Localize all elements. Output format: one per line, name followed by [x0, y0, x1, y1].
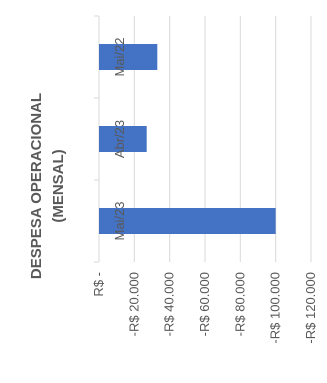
value-tick-label: -R$ 80.000 [232, 272, 247, 336]
value-axis-ticks: R$ - -R$ 20.000 -R$ 40.000 -R$ 60.000 -R$ 80… [91, 272, 318, 344]
chart-title-line-2: (MENSAL) [50, 149, 67, 222]
bar-mai-23 [99, 208, 276, 234]
bar-abr-23 [99, 126, 147, 152]
category-labels: Mai/23 Abr/23 Mai/22 [112, 37, 127, 240]
category-label: Mai/22 [112, 37, 127, 76]
value-tick-label: -R$ 40.000 [162, 272, 177, 336]
value-tick-label: -R$ 20.000 [126, 272, 141, 336]
value-tick-label: -R$ 120.000 [303, 272, 318, 344]
category-label: Mai/23 [112, 201, 127, 240]
category-label: Abr/23 [112, 120, 127, 158]
value-tick-label: -R$ 60.000 [197, 272, 212, 336]
chart-title-line-1: DESPESA OPERACIONAL [28, 93, 45, 279]
bars [99, 44, 276, 234]
value-tick-label: -R$ 100.000 [268, 272, 283, 344]
bar-mai-22 [99, 44, 158, 70]
value-tick-label: R$ - [91, 272, 106, 297]
